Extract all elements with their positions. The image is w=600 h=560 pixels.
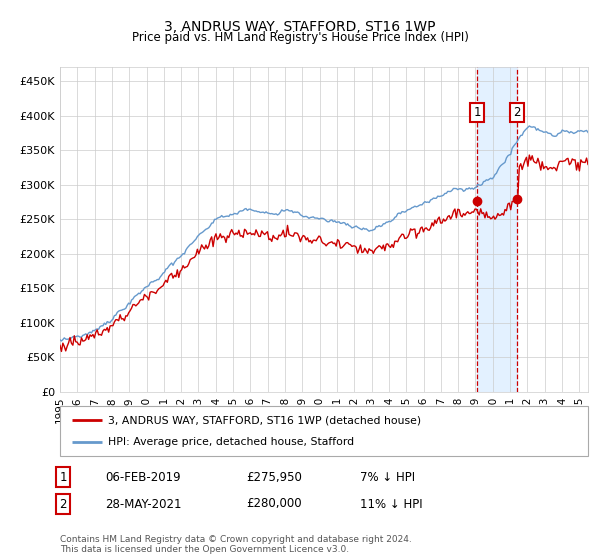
- Text: £280,000: £280,000: [246, 497, 302, 511]
- Text: 3, ANDRUS WAY, STAFFORD, ST16 1WP: 3, ANDRUS WAY, STAFFORD, ST16 1WP: [164, 20, 436, 34]
- Text: 11% ↓ HPI: 11% ↓ HPI: [360, 497, 422, 511]
- Text: 2: 2: [514, 106, 521, 119]
- Text: £275,950: £275,950: [246, 470, 302, 484]
- Text: Price paid vs. HM Land Registry's House Price Index (HPI): Price paid vs. HM Land Registry's House …: [131, 31, 469, 44]
- Text: HPI: Average price, detached house, Stafford: HPI: Average price, detached house, Staf…: [108, 437, 354, 447]
- Text: 7% ↓ HPI: 7% ↓ HPI: [360, 470, 415, 484]
- Text: 1: 1: [59, 470, 67, 484]
- Text: Contains HM Land Registry data © Crown copyright and database right 2024.
This d: Contains HM Land Registry data © Crown c…: [60, 535, 412, 554]
- Text: 1: 1: [473, 106, 481, 119]
- Text: 06-FEB-2019: 06-FEB-2019: [105, 470, 181, 484]
- Text: 3, ANDRUS WAY, STAFFORD, ST16 1WP (detached house): 3, ANDRUS WAY, STAFFORD, ST16 1WP (detac…: [108, 415, 421, 425]
- Bar: [477, 67, 517, 392]
- Text: 28-MAY-2021: 28-MAY-2021: [105, 497, 182, 511]
- Text: 2: 2: [59, 497, 67, 511]
